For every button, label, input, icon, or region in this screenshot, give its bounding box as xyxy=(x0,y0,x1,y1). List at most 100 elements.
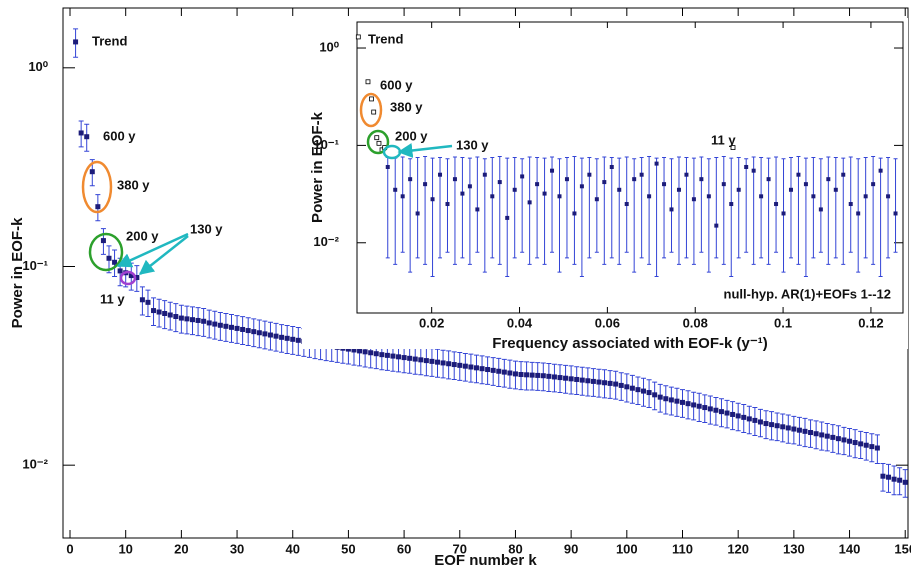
null-range-bar xyxy=(647,155,652,265)
data-point xyxy=(594,197,599,202)
data-point xyxy=(393,187,398,192)
null-range-bar xyxy=(452,156,457,265)
data-point xyxy=(632,177,637,182)
data-point xyxy=(117,268,123,274)
null-range-bar xyxy=(751,156,756,265)
y-axis-title: Power in EOF-k xyxy=(9,217,26,329)
data-point xyxy=(139,297,145,303)
data-point xyxy=(520,174,525,179)
data-point xyxy=(284,335,290,341)
null-range-bar xyxy=(490,157,495,259)
data-point xyxy=(151,308,157,314)
null-range-bar xyxy=(617,157,622,265)
data-point xyxy=(729,202,734,207)
data-point xyxy=(408,177,413,182)
data-point xyxy=(757,419,763,425)
data-point xyxy=(602,380,608,386)
arrow xyxy=(116,232,189,268)
data-point xyxy=(267,332,273,338)
annotation: 200 y xyxy=(126,228,159,243)
null-range-bar xyxy=(520,158,525,253)
plot-frame xyxy=(356,21,904,314)
data-point xyxy=(128,273,134,279)
data-point xyxy=(482,172,487,177)
data-point xyxy=(106,255,112,261)
data-point xyxy=(662,182,667,187)
data-point-open xyxy=(371,109,377,115)
x-tick-label: 0.06 xyxy=(595,315,620,330)
data-point xyxy=(830,434,836,440)
data-point xyxy=(497,180,502,185)
data-point xyxy=(780,424,786,430)
null-range-bar xyxy=(826,156,831,265)
data-point xyxy=(880,473,886,479)
data-point xyxy=(479,366,485,372)
data-point xyxy=(485,367,491,373)
null-range-bar xyxy=(818,158,823,253)
y-tick-label: 10⁰ xyxy=(319,39,339,54)
data-point-open xyxy=(365,79,371,85)
data-point xyxy=(423,182,428,187)
data-point xyxy=(858,441,864,447)
data-point xyxy=(639,172,644,177)
data-point xyxy=(418,357,424,363)
data-point xyxy=(473,365,479,371)
data-point xyxy=(878,168,883,173)
data-point xyxy=(813,431,819,437)
x-tick-label: 50 xyxy=(341,541,355,556)
x-tick-label: 0.08 xyxy=(683,315,708,330)
highlight-ellipse xyxy=(359,92,383,128)
x-tick-label: 10 xyxy=(118,541,132,556)
null-range-bar xyxy=(886,157,891,259)
data-point xyxy=(841,437,847,443)
annotation: 380 y xyxy=(117,177,150,192)
data-point xyxy=(746,416,752,422)
data-point xyxy=(401,355,407,361)
data-point xyxy=(874,445,880,451)
data-point xyxy=(423,358,429,364)
data-point xyxy=(897,477,903,483)
null-range-bar xyxy=(460,157,465,259)
data-point xyxy=(766,177,771,182)
data-point xyxy=(663,396,669,402)
data-point xyxy=(744,164,749,169)
data-point xyxy=(713,407,719,413)
null-range-bar xyxy=(714,157,719,259)
data-point xyxy=(78,130,84,136)
null-range-bar xyxy=(788,157,793,259)
annotation: 600 y xyxy=(103,128,136,143)
data-point xyxy=(679,399,685,405)
data-point xyxy=(535,182,540,187)
data-point xyxy=(891,476,897,482)
data-point xyxy=(826,177,831,182)
data-point xyxy=(475,207,480,212)
data-point xyxy=(468,364,474,370)
null-range-bar xyxy=(423,155,428,265)
data-point xyxy=(223,323,229,329)
data-point xyxy=(156,309,162,315)
x-tick-label: 130 xyxy=(783,541,805,556)
null-range-bar xyxy=(893,158,898,253)
data-point-open xyxy=(374,135,380,141)
data-point xyxy=(791,426,797,432)
inset-chart: 0.02 0.04 0.06 0.08 0.1 0.12 10⁻² 10⁻¹ 10⁰ Freque… xyxy=(302,18,908,352)
data-point xyxy=(440,360,446,366)
data-point xyxy=(674,398,680,404)
data-point xyxy=(529,372,535,378)
data-point xyxy=(769,422,775,428)
data-point xyxy=(684,172,689,177)
annotation: Trend xyxy=(92,33,127,48)
data-point xyxy=(696,403,702,409)
annotation: 130 y xyxy=(456,137,489,152)
data-point xyxy=(256,330,262,336)
x-tick-label: 110 xyxy=(672,541,693,556)
data-point xyxy=(190,317,196,323)
null-range-bar xyxy=(609,157,614,259)
data-point xyxy=(624,384,630,390)
data-point xyxy=(609,164,614,169)
data-point xyxy=(446,361,452,367)
data-point xyxy=(585,378,591,384)
x-tick-label: 60 xyxy=(397,541,411,556)
data-point xyxy=(234,325,240,331)
null-range-bar xyxy=(811,157,816,259)
